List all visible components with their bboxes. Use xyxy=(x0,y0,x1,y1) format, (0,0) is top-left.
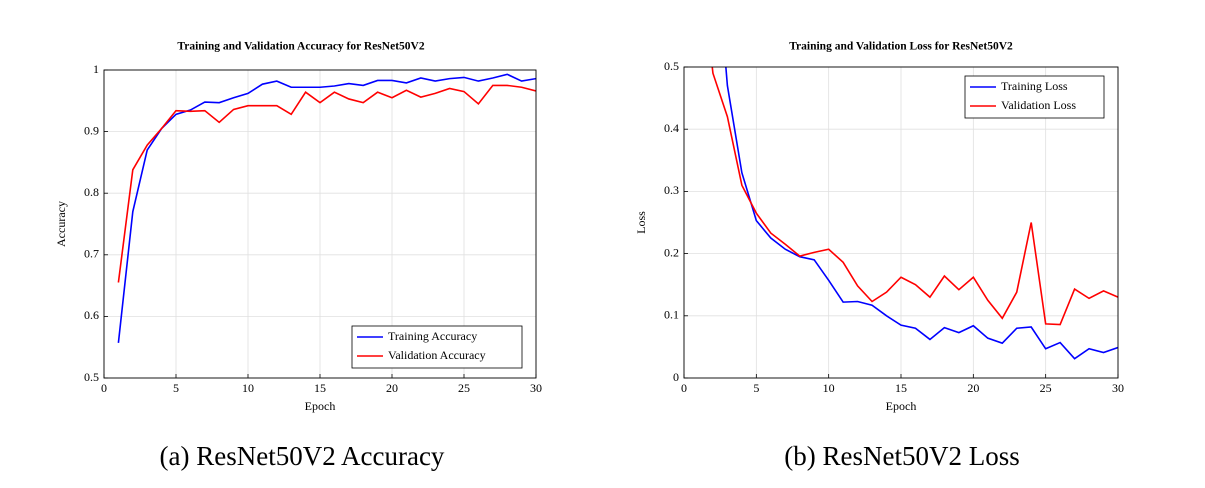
data-line xyxy=(711,67,1118,326)
legend-label: Validation Loss xyxy=(1001,98,1076,112)
caption: (a) ResNet50V2 Accuracy xyxy=(160,441,445,471)
x-tick-label: 15 xyxy=(314,381,326,395)
y-tick-label: 0.6 xyxy=(84,308,99,322)
x-tick-label: 0 xyxy=(101,381,107,395)
chart-title: Training and Validation Loss for ResNet5… xyxy=(789,41,1013,53)
y-tick-label: 0.4 xyxy=(664,121,679,135)
x-tick-label: 20 xyxy=(967,381,979,395)
x-tick-label: 5 xyxy=(753,381,759,395)
y-tick-label: 0.7 xyxy=(84,247,99,261)
x-tick-label: 30 xyxy=(1112,381,1124,395)
chart: Training and Validation Loss for ResNet5… xyxy=(634,41,1124,472)
x-tick-label: 25 xyxy=(458,381,470,395)
x-axis-label: Epoch xyxy=(886,399,917,413)
y-tick-label: 0.8 xyxy=(84,185,99,199)
data-line xyxy=(117,84,536,283)
legend-box xyxy=(964,75,1105,119)
chart: Training and Validation Accuracy for Res… xyxy=(54,41,542,472)
legend-label: Training Loss xyxy=(1001,79,1068,93)
x-axis-label: Epoch xyxy=(305,399,336,413)
x-tick-label: 10 xyxy=(823,381,835,395)
y-axis-label: Accuracy xyxy=(54,201,68,247)
x-tick-label: 5 xyxy=(173,381,179,395)
legend-label: Validation Accuracy xyxy=(388,348,486,362)
y-tick-label: 0.9 xyxy=(84,123,99,137)
x-tick-label: 15 xyxy=(895,381,907,395)
chart-title: Training and Validation Accuracy for Res… xyxy=(177,41,424,53)
x-tick-label: 30 xyxy=(530,381,542,395)
x-tick-label: 0 xyxy=(681,381,687,395)
y-tick-label: 0.1 xyxy=(664,308,679,322)
y-axis-label: Loss xyxy=(634,211,648,234)
x-tick-label: 10 xyxy=(242,381,254,395)
y-tick-label: 1 xyxy=(93,62,99,76)
x-tick-label: 25 xyxy=(1040,381,1052,395)
data-line xyxy=(117,73,536,343)
y-tick-label: 0.3 xyxy=(664,183,679,197)
plot-frame xyxy=(103,69,537,379)
y-tick-label: 0.5 xyxy=(664,59,679,73)
plot-frame xyxy=(683,66,1119,379)
data-line xyxy=(725,67,1118,360)
y-tick-label: 0 xyxy=(673,370,679,384)
y-tick-label: 0.2 xyxy=(664,245,679,259)
y-tick-label: 0.5 xyxy=(84,370,99,384)
caption: (b) ResNet50V2 Loss xyxy=(784,441,1019,471)
legend-box xyxy=(351,325,523,369)
legend-label: Training Accuracy xyxy=(388,329,477,343)
x-tick-label: 20 xyxy=(386,381,398,395)
